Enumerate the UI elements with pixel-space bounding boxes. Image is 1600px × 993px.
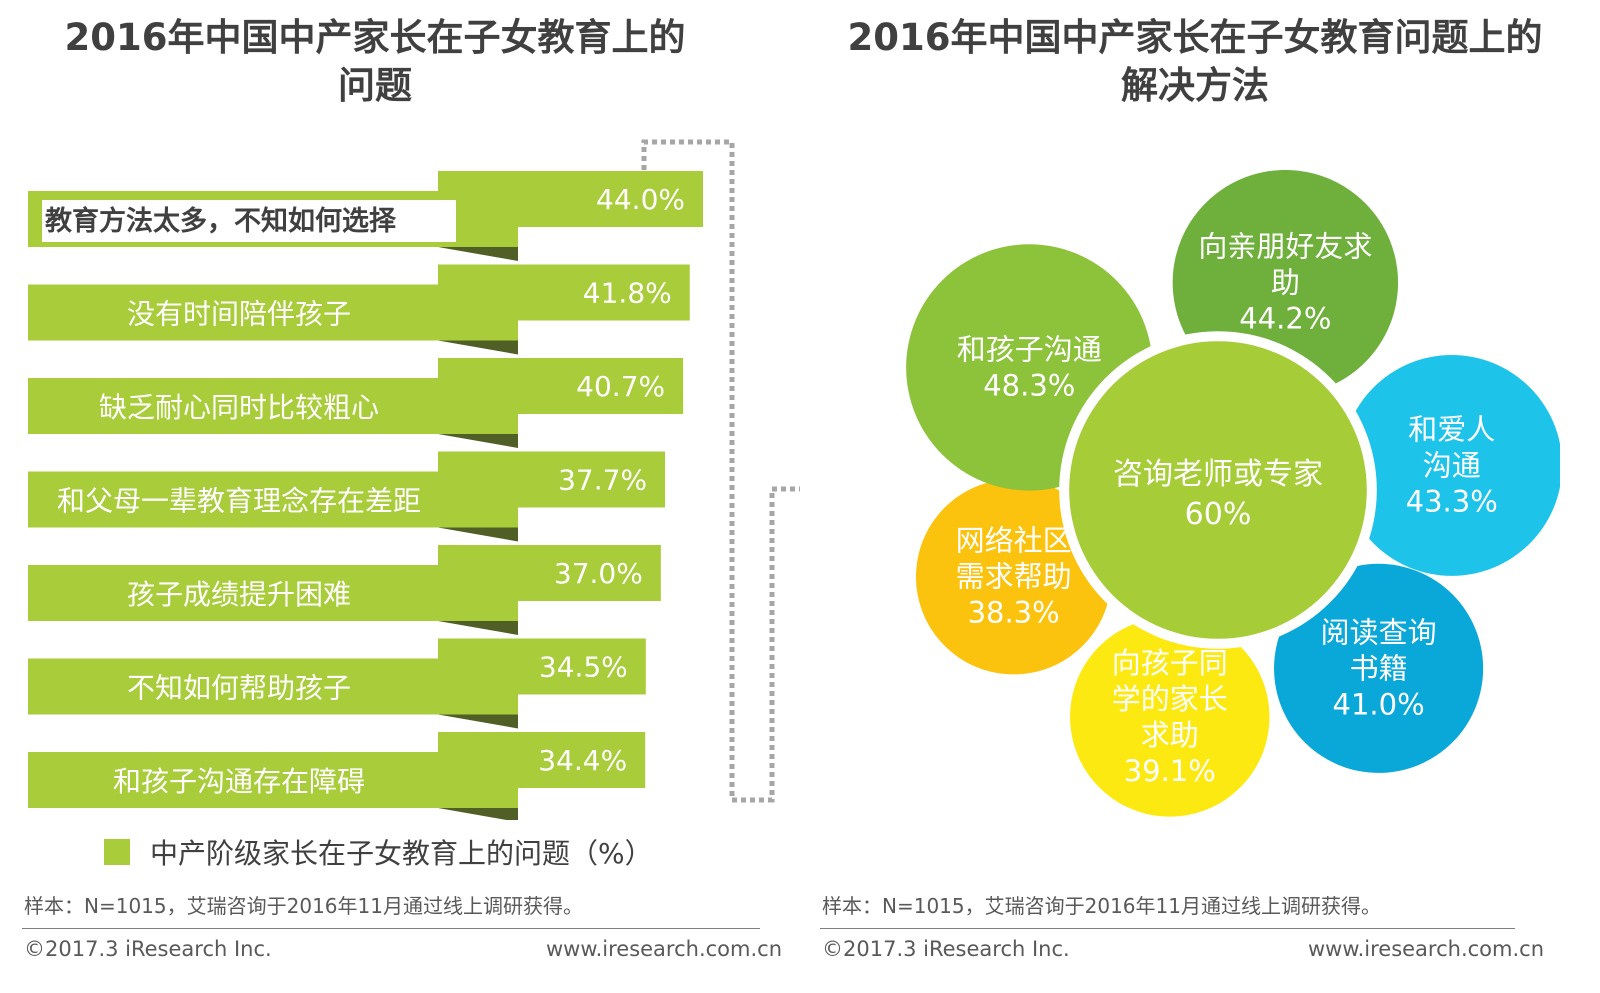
petal-circle bbox=[1341, 355, 1560, 576]
bar-label-strip bbox=[28, 658, 518, 715]
petal-circle bbox=[1070, 617, 1270, 817]
bar-3: 缺乏耐心同时比较粗心 40.7% bbox=[28, 358, 684, 448]
left-title-line2: 问题 bbox=[338, 64, 412, 107]
bar-7: 和孩子沟通存在障碍 34.4% bbox=[28, 732, 646, 820]
bar-fold-shadow bbox=[438, 247, 518, 261]
petal-value: 43.3% bbox=[1406, 484, 1498, 518]
right-title-line2: 解决方法 bbox=[1121, 64, 1269, 107]
right-copyright: ©2017.3 iResearch Inc. bbox=[822, 937, 1070, 961]
category-label: 没有时间陪伴孩子 bbox=[127, 298, 351, 331]
petal-label: 向亲朋好友求 bbox=[1198, 230, 1372, 264]
center-value: 60% bbox=[1185, 497, 1252, 532]
value-label: 37.0% bbox=[554, 557, 643, 590]
bar-1: 教育方法太多，不知如何选择 44.0% bbox=[28, 171, 703, 261]
center-label: 咨询老师或专家 bbox=[1113, 457, 1323, 492]
bar-fold-shadow bbox=[438, 340, 518, 355]
petal-value: 48.3% bbox=[983, 368, 1075, 402]
petal-label: 网络社区 bbox=[956, 524, 1072, 558]
bar-fold-shadow bbox=[438, 621, 518, 635]
bar-4: 和父母一辈教育理念存在差距 37.7% bbox=[28, 451, 666, 542]
petal-label: 学的家长 bbox=[1112, 682, 1228, 716]
category-label: 和父母一辈教育理念存在差距 bbox=[57, 485, 421, 518]
left-title-line1: 2016年中国中产家长在子女教育上的 bbox=[64, 16, 686, 59]
legend-swatch bbox=[104, 839, 130, 865]
legend-text: 中产阶级家长在子女教育上的问题（%） bbox=[150, 837, 653, 870]
right-sample-note: 样本：N=1015，艾瑞咨询于2016年11月通过线上调研获得。 bbox=[822, 894, 1381, 918]
left-footer-divider bbox=[22, 928, 760, 929]
petal-value: 38.3% bbox=[968, 596, 1060, 630]
category-label: 和孩子沟通存在障碍 bbox=[113, 765, 365, 798]
value-label: 41.8% bbox=[583, 277, 672, 310]
value-label: 34.4% bbox=[538, 744, 627, 777]
category-label: 教育方法太多，不知如何选择 bbox=[45, 205, 397, 237]
bar-label-strip bbox=[28, 471, 518, 528]
category-label: 不知如何帮助孩子 bbox=[127, 672, 351, 705]
bar-label-strip bbox=[28, 752, 518, 808]
petal-label: 向孩子同 bbox=[1112, 646, 1228, 680]
bar-legend: 中产阶级家长在子女教育上的问题（%） bbox=[104, 832, 653, 872]
petal-value: 44.2% bbox=[1239, 302, 1331, 336]
right-chart-title: 2016年中国中产家长在子女教育问题上的 解决方法 bbox=[815, 14, 1575, 110]
petal-circle bbox=[915, 479, 1112, 675]
bar-5: 孩子成绩提升困难 37.0% bbox=[28, 545, 661, 635]
dotted-arrow-line bbox=[732, 486, 800, 803]
right-title-line1: 2016年中国中产家长在子女教育问题上的 bbox=[847, 16, 1543, 59]
bar-2: 没有时间陪伴孩子 41.8% bbox=[28, 264, 690, 355]
left-website: www.iresearch.com.cn bbox=[546, 937, 783, 961]
right-footer-divider bbox=[820, 928, 1515, 929]
bar-label-strip bbox=[28, 284, 518, 341]
bar-fold-shadow bbox=[438, 434, 518, 448]
bar-chart: 教育方法太多，不知如何选择 44.0% 没有时间陪伴孩子 41.8% 缺乏耐心同时比较粗… bbox=[28, 139, 800, 820]
petal-label: 求助 bbox=[1141, 718, 1199, 752]
bar-fold-shadow bbox=[438, 808, 518, 820]
petal-label: 和爱人 bbox=[1408, 412, 1495, 446]
value-label: 34.5% bbox=[539, 651, 628, 684]
bar-label-strip bbox=[28, 565, 518, 621]
center-circle bbox=[1069, 341, 1367, 639]
value-label: 37.7% bbox=[558, 464, 647, 497]
category-label: 孩子成绩提升困难 bbox=[127, 578, 351, 611]
petal-value: 41.0% bbox=[1333, 687, 1425, 721]
petal-label: 需求帮助 bbox=[956, 560, 1072, 594]
highlight-box bbox=[42, 200, 456, 242]
petal-label: 书籍 bbox=[1350, 651, 1408, 685]
petal-label: 沟通 bbox=[1423, 448, 1481, 482]
petal-label: 和孩子沟通 bbox=[957, 332, 1102, 366]
petal-value: 39.1% bbox=[1124, 754, 1216, 788]
bar-6: 不知如何帮助孩子 34.5% bbox=[28, 638, 646, 729]
value-label: 44.0% bbox=[596, 183, 685, 216]
petal-label: 助 bbox=[1271, 266, 1300, 300]
category-label: 缺乏耐心同时比较粗心 bbox=[99, 391, 379, 424]
left-chart-title: 2016年中国中产家长在子女教育上的 问题 bbox=[20, 14, 730, 110]
bar-label-strip bbox=[28, 378, 518, 434]
petal-circle bbox=[1274, 563, 1484, 773]
right-website: www.iresearch.com.cn bbox=[1308, 937, 1545, 961]
bar-fold-shadow bbox=[438, 527, 518, 542]
value-label: 40.7% bbox=[576, 370, 665, 403]
bar-fold-shadow bbox=[438, 714, 518, 729]
petal-label: 阅读查询 bbox=[1321, 615, 1437, 649]
flower-chart: 网络社区需求帮助38.3%向孩子同学的家长求助39.1%阅读查询书籍41.0%和… bbox=[906, 170, 1560, 817]
left-sample-note: 样本：N=1015，艾瑞咨询于2016年11月通过线上调研获得。 bbox=[24, 894, 583, 918]
left-copyright: ©2017.3 iResearch Inc. bbox=[24, 937, 272, 961]
